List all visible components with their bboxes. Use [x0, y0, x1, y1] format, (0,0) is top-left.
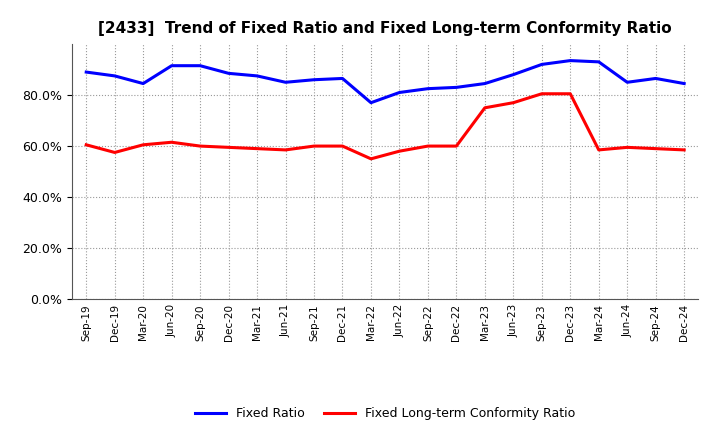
Fixed Ratio [82, 70, 91, 75]
Fixed Ratio [253, 73, 261, 78]
Fixed Ratio [623, 80, 631, 85]
Fixed Ratio [509, 72, 518, 77]
Fixed Long-term Conformity Ratio [196, 143, 204, 149]
Fixed Ratio [110, 73, 119, 78]
Fixed Long-term Conformity Ratio [366, 156, 375, 161]
Fixed Ratio [139, 81, 148, 86]
Fixed Long-term Conformity Ratio [680, 147, 688, 153]
Line: Fixed Ratio: Fixed Ratio [86, 61, 684, 103]
Fixed Ratio [595, 59, 603, 65]
Fixed Ratio [537, 62, 546, 67]
Fixed Long-term Conformity Ratio [338, 143, 347, 149]
Fixed Ratio [366, 100, 375, 105]
Fixed Long-term Conformity Ratio [566, 91, 575, 96]
Fixed Long-term Conformity Ratio [139, 142, 148, 147]
Fixed Ratio [423, 86, 432, 92]
Fixed Long-term Conformity Ratio [395, 149, 404, 154]
Fixed Long-term Conformity Ratio [480, 105, 489, 110]
Fixed Long-term Conformity Ratio [509, 100, 518, 105]
Fixed Long-term Conformity Ratio [225, 145, 233, 150]
Fixed Ratio [338, 76, 347, 81]
Fixed Long-term Conformity Ratio [310, 143, 318, 149]
Fixed Ratio [167, 63, 176, 68]
Fixed Ratio [395, 90, 404, 95]
Fixed Long-term Conformity Ratio [652, 146, 660, 151]
Fixed Ratio [310, 77, 318, 82]
Title: [2433]  Trend of Fixed Ratio and Fixed Long-term Conformity Ratio: [2433] Trend of Fixed Ratio and Fixed Lo… [99, 21, 672, 36]
Fixed Ratio [680, 81, 688, 86]
Fixed Long-term Conformity Ratio [595, 147, 603, 153]
Fixed Ratio [480, 81, 489, 86]
Fixed Ratio [452, 85, 461, 90]
Fixed Long-term Conformity Ratio [423, 143, 432, 149]
Fixed Ratio [282, 80, 290, 85]
Fixed Ratio [566, 58, 575, 63]
Fixed Long-term Conformity Ratio [110, 150, 119, 155]
Fixed Ratio [196, 63, 204, 68]
Fixed Long-term Conformity Ratio [167, 139, 176, 145]
Fixed Long-term Conformity Ratio [537, 91, 546, 96]
Line: Fixed Long-term Conformity Ratio: Fixed Long-term Conformity Ratio [86, 94, 684, 159]
Fixed Ratio [225, 71, 233, 76]
Fixed Long-term Conformity Ratio [623, 145, 631, 150]
Fixed Ratio [652, 76, 660, 81]
Legend: Fixed Ratio, Fixed Long-term Conformity Ratio: Fixed Ratio, Fixed Long-term Conformity … [190, 403, 580, 425]
Fixed Long-term Conformity Ratio [82, 142, 91, 147]
Fixed Long-term Conformity Ratio [253, 146, 261, 151]
Fixed Long-term Conformity Ratio [282, 147, 290, 153]
Fixed Long-term Conformity Ratio [452, 143, 461, 149]
